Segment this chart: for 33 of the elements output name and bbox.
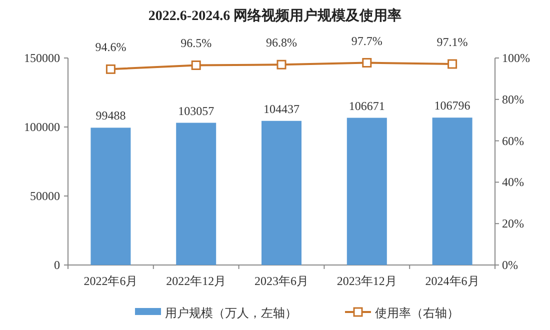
y2-tick-label: 100%	[502, 51, 530, 65]
legend-label: 用户规模（万人，左轴）	[165, 306, 297, 320]
x-tick-label: 2022年12月	[166, 274, 226, 288]
chart-title: 2022.6-2024.6 网络视频用户规模及使用率	[148, 7, 402, 24]
data-label: 97.1%	[436, 35, 468, 50]
bar	[90, 128, 131, 265]
y2-tick-label: 0%	[502, 258, 518, 272]
bar	[262, 120, 302, 265]
data-label: 103057	[178, 104, 214, 118]
y2-tick-label: 40%	[502, 175, 524, 190]
data-label: 104437	[264, 102, 300, 116]
y-tick-label: 0	[54, 258, 60, 272]
data-label: 96.8%	[266, 36, 297, 50]
x-tick-label: 2023年12月	[336, 274, 397, 288]
x-tick-label: 2022年6月	[84, 274, 138, 288]
data-label: 96.5%	[180, 36, 212, 50]
bar	[346, 118, 387, 265]
data-label: 99488	[96, 108, 126, 123]
bar	[176, 122, 216, 265]
bar	[432, 118, 472, 265]
y2-tick-label: 80%	[502, 92, 524, 106]
x-tick-label: 2023年6月	[254, 274, 308, 288]
data-label: 94.6%	[95, 40, 126, 54]
data-label: 106671	[348, 98, 385, 113]
y2-tick-label: 60%	[502, 134, 524, 148]
y-tick-label: 150000	[24, 51, 60, 65]
y-tick-label: 100000	[24, 120, 60, 134]
data-label: 97.7%	[351, 34, 382, 48]
y2-tick-label: 20%	[502, 216, 524, 231]
y-tick-label: 50000	[30, 189, 60, 203]
legend-label: 使用率（右轴）	[375, 306, 459, 320]
x-tick-label: 2024年6月	[425, 274, 480, 288]
data-label: 106796	[434, 98, 470, 113]
